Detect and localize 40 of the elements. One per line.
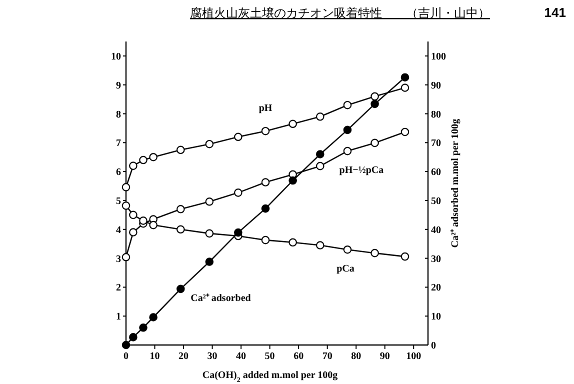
x-tick-label: 70 [322,351,332,362]
series-label: pCa [336,264,354,275]
y-tick-label: 2 [116,282,121,294]
y2-tick-label: 70 [431,138,441,150]
x-tick-label: 10 [150,351,160,362]
x-tick-label: 100 [406,351,422,362]
series-label: pH [258,103,272,114]
y2label: Ca²⁺ adsorbed m.mol per 100g [450,118,461,248]
y2-tick-label: 90 [431,80,441,92]
series-label: Ca²⁺ adsorbed [190,292,251,304]
y-tick-label: 5 [116,196,121,207]
x-tick-label: 30 [207,351,218,362]
y2-tick-label: 30 [431,254,441,265]
y-tick-label: 3 [116,254,121,265]
y2-tick-label: 10 [431,312,441,323]
y2-tick-label: 20 [431,282,441,294]
x-tick-label: 40 [236,351,246,362]
y-tick-label: 4 [116,224,121,236]
xlabel: Ca(OH)$_{2}$ added m.mol per 100g [202,370,338,384]
y2-tick-label: 50 [431,196,441,207]
y2-tick-label: 100 [431,51,446,62]
annotation: 141 [544,5,566,20]
y2-tick-label: 60 [431,167,441,178]
x-tick-label: 0 [124,351,128,362]
y2-tick-label: 0 [431,340,436,352]
x-tick-label: 20 [178,351,189,362]
y-tick-label: 1 [116,312,121,323]
title: 腐植火山灰土壌のカチオン吸着特性 （吉川・山中） [190,6,490,20]
y-tick-label: 8 [116,109,121,120]
y2-tick-label: 80 [431,109,441,120]
x-tick-label: 90 [380,351,390,362]
y-tick-label: 9 [116,80,121,92]
y2-tick-label: 40 [431,224,441,236]
y-tick-label: 10 [111,51,121,62]
y-tick-label: 6 [116,167,121,178]
x-tick-label: 60 [294,351,304,362]
series-label: pH−½pCa [339,165,384,176]
y-tick-label: 7 [116,138,121,150]
x-tick-label: 50 [264,351,275,362]
x-tick-label: 80 [351,351,362,362]
